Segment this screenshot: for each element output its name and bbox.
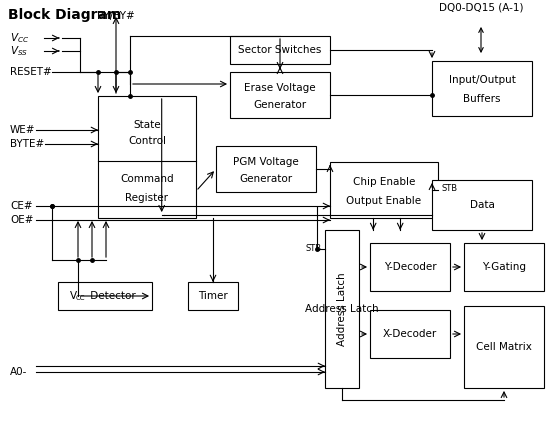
Text: Output Enable: Output Enable (346, 196, 421, 206)
FancyBboxPatch shape (370, 310, 450, 358)
Text: A0-: A0- (10, 367, 27, 377)
Text: CE#: CE# (10, 201, 33, 211)
FancyBboxPatch shape (464, 306, 544, 388)
Text: Generator: Generator (240, 174, 292, 184)
Text: Detector: Detector (87, 291, 136, 301)
Text: STB: STB (441, 184, 457, 194)
Text: Erase Voltage: Erase Voltage (244, 83, 316, 93)
Text: STB: STB (306, 244, 322, 253)
Text: Cell Matrix: Cell Matrix (476, 342, 532, 352)
FancyBboxPatch shape (325, 230, 359, 388)
Text: Address Latch: Address Latch (337, 272, 347, 346)
Text: Y-Decoder: Y-Decoder (384, 262, 436, 272)
Text: RY/BY#: RY/BY# (97, 11, 135, 21)
Text: PGM Voltage: PGM Voltage (233, 157, 299, 167)
Text: RESET#: RESET# (10, 67, 52, 77)
Text: Data: Data (470, 200, 494, 210)
Text: State: State (133, 120, 161, 130)
Text: Y-Gating: Y-Gating (482, 262, 526, 272)
FancyBboxPatch shape (432, 61, 532, 116)
FancyBboxPatch shape (370, 243, 450, 291)
Text: Sector Switches: Sector Switches (239, 45, 322, 55)
Text: X-Decoder: X-Decoder (383, 329, 437, 339)
Text: OE#: OE# (10, 215, 33, 225)
FancyBboxPatch shape (330, 162, 438, 218)
Text: Register: Register (126, 194, 168, 203)
Text: Generator: Generator (254, 100, 306, 110)
Text: $V_{CC}$: $V_{CC}$ (10, 31, 29, 45)
Text: Control: Control (128, 136, 166, 146)
FancyBboxPatch shape (230, 36, 330, 64)
Text: Command: Command (120, 174, 174, 184)
Text: Chip Enable: Chip Enable (353, 177, 415, 186)
Text: BYTE#: BYTE# (10, 139, 44, 149)
Text: V: V (70, 291, 77, 301)
FancyBboxPatch shape (230, 72, 330, 118)
Text: Input/Output: Input/Output (449, 75, 515, 85)
Text: WE#: WE# (10, 125, 36, 135)
Text: Block Diagram: Block Diagram (8, 8, 121, 22)
FancyBboxPatch shape (188, 282, 238, 310)
FancyBboxPatch shape (464, 243, 544, 291)
Text: DQ0-DQ15 (A-1): DQ0-DQ15 (A-1) (439, 3, 523, 13)
FancyBboxPatch shape (216, 146, 316, 192)
Text: $V_{SS}$: $V_{SS}$ (10, 44, 28, 58)
Text: CC: CC (76, 296, 86, 301)
FancyBboxPatch shape (98, 96, 196, 218)
FancyBboxPatch shape (58, 282, 152, 310)
FancyBboxPatch shape (432, 180, 532, 230)
Text: Address Latch: Address Latch (305, 304, 379, 314)
Text: Buffers: Buffers (463, 95, 501, 104)
Text: Timer: Timer (198, 291, 228, 301)
